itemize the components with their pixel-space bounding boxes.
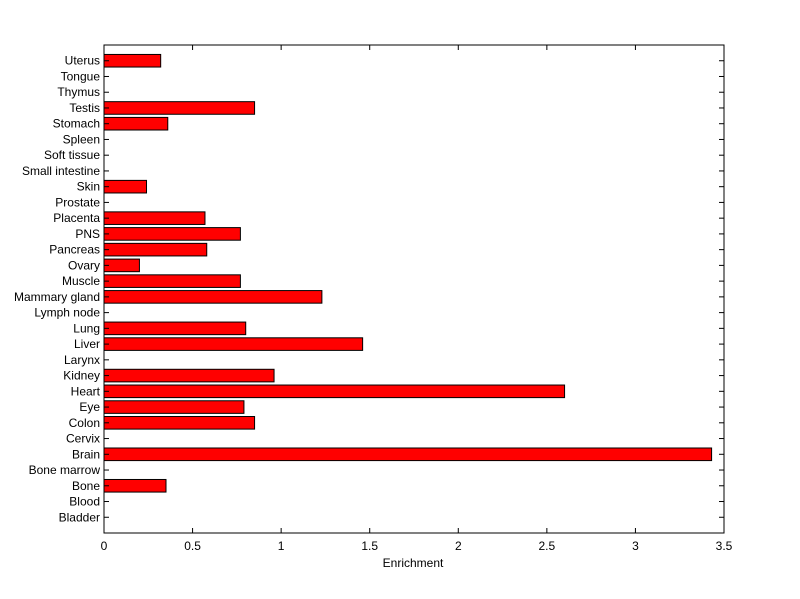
y-tick-label: Bone: [72, 479, 100, 493]
bar-uterus: [103, 53, 162, 68]
y-tick-label: Stomach: [53, 117, 100, 131]
x-tick-label: 2: [455, 539, 462, 553]
bar-muscle: [103, 274, 241, 288]
y-tick-label: Heart: [71, 384, 101, 398]
y-tick-label: PNS: [75, 227, 100, 241]
y-tick-label: Lung: [73, 321, 100, 335]
y-tick-label: Testis: [69, 101, 100, 115]
x-tick-label: 0.5: [184, 539, 201, 553]
y-tick-label: Larynx: [64, 353, 100, 367]
bar-pns: [103, 227, 241, 241]
y-tick-label: Uterus: [65, 54, 100, 68]
x-tick-label: 2.5: [539, 539, 556, 553]
y-tick-label: Bladder: [59, 510, 100, 524]
bar-kidney: [103, 368, 275, 383]
bar-stomach: [103, 116, 169, 131]
y-tick-label: Small intestine: [22, 164, 100, 178]
bar-ovary: [103, 258, 140, 273]
y-tick-label: Prostate: [55, 195, 100, 209]
bar-bone: [103, 478, 167, 493]
bar-brain: [103, 447, 713, 462]
bar-skin: [103, 179, 148, 194]
y-tick-label: Pancreas: [49, 243, 100, 257]
bar-heart: [103, 384, 566, 399]
y-tick-label: Mammary gland: [14, 290, 100, 304]
bar-colon: [103, 416, 256, 430]
x-tick-label: 0: [101, 539, 108, 553]
y-tick-label: Liver: [74, 337, 100, 351]
y-tick-label: Colon: [69, 416, 100, 430]
x-tick-label: 1: [278, 539, 285, 553]
y-tick-label: Lymph node: [34, 306, 100, 320]
y-tick-label: Cervix: [66, 432, 100, 446]
y-tick-label: Tongue: [61, 69, 101, 83]
y-tick-label: Kidney: [63, 369, 100, 383]
bar-lung: [103, 321, 247, 336]
bar-pancreas: [103, 242, 208, 257]
y-tick-label: Soft tissue: [44, 148, 100, 162]
x-axis-title: Enrichment: [383, 556, 444, 570]
y-tick-label: Spleen: [63, 132, 100, 146]
x-tick-label: 1.5: [361, 539, 378, 553]
y-tick-label: Bone marrow: [29, 463, 101, 477]
y-tick-label: Placenta: [53, 211, 100, 225]
y-tick-label: Blood: [69, 495, 100, 509]
x-tick-label: 3.5: [716, 539, 733, 553]
y-tick-label: Brain: [72, 447, 100, 461]
y-tick-label: Skin: [77, 180, 100, 194]
x-tick-labels: 0 0.5 1 1.5 2 2.5 3 3.5: [101, 539, 733, 553]
x-tick-label: 3: [632, 539, 639, 553]
plot-frame: [103, 44, 725, 534]
bar-liver: [103, 337, 364, 351]
y-tick-label: Ovary: [68, 258, 100, 272]
bar-eye: [103, 400, 245, 414]
bar-mammary-gland: [103, 290, 323, 304]
bar-placenta: [103, 211, 206, 225]
bar-testis: [103, 101, 256, 115]
y-tick-label: Eye: [79, 400, 100, 414]
y-tick-label: Thymus: [57, 85, 100, 99]
y-tick-label: Muscle: [62, 274, 100, 288]
